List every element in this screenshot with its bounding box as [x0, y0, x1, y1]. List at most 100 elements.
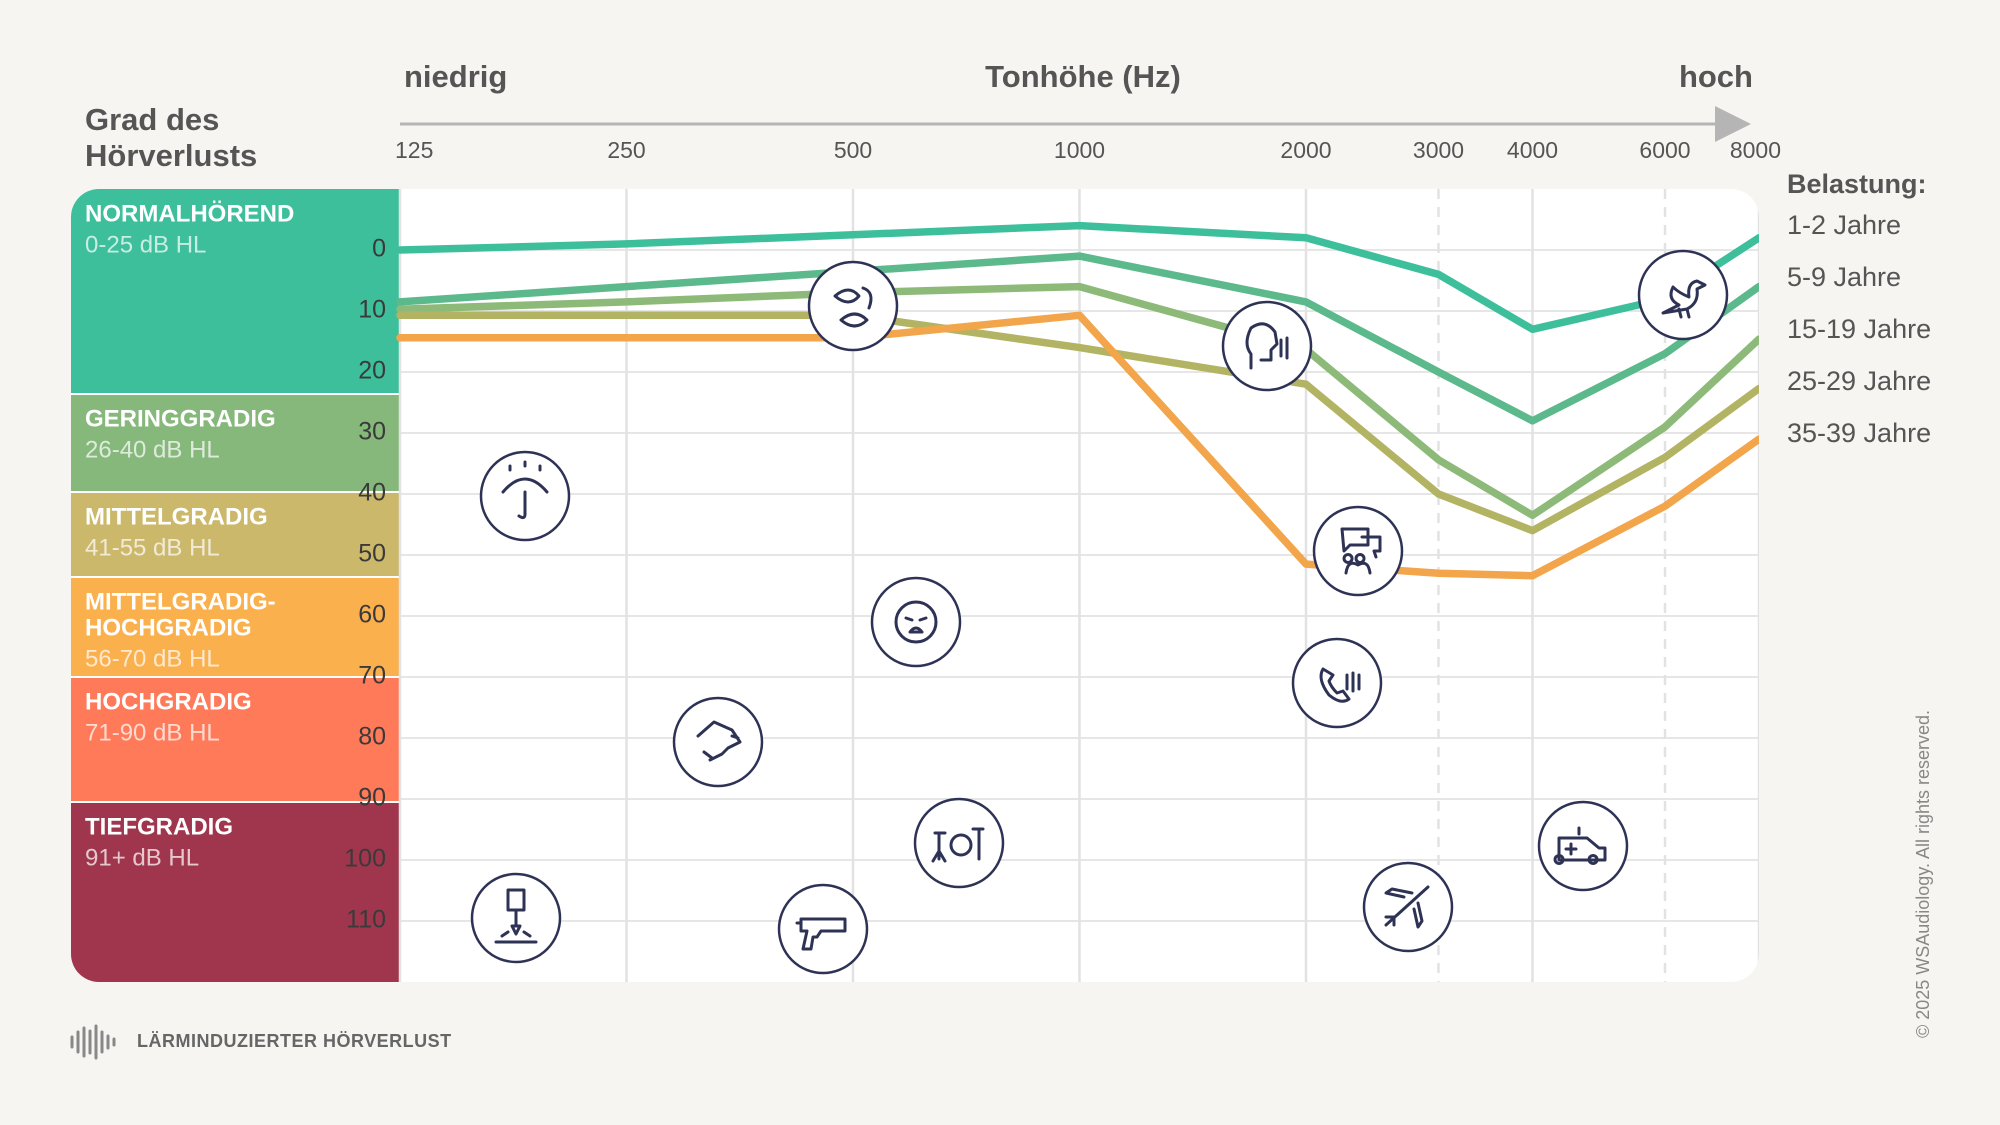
- icon-circle: [672, 696, 764, 788]
- band: [71, 189, 400, 394]
- icon: [913, 797, 1005, 889]
- icon-glyph: [1319, 667, 1361, 703]
- y-tick-label: 50: [358, 540, 386, 568]
- x-axis-title: Tonhöhe (Hz): [985, 59, 1181, 94]
- icon: [1312, 505, 1404, 597]
- y-tick-label: 20: [358, 357, 386, 385]
- band-title: GERINGGRADIG: [85, 405, 276, 432]
- x-tick-label: 8000: [1730, 137, 1781, 163]
- y-tick-label: 10: [358, 296, 386, 324]
- band-range: 56-70 dB HL: [85, 645, 220, 672]
- icon: [807, 260, 899, 352]
- icon-circle: [777, 883, 869, 975]
- series-line: [396, 311, 1759, 535]
- icon-glyph: [501, 460, 549, 520]
- footer-title: LÄRMINDUZIERTER HÖRVERLUST: [137, 1031, 452, 1051]
- band-range: 0-25 dB HL: [85, 231, 206, 258]
- band: [71, 577, 400, 677]
- icon-circle: [870, 576, 962, 668]
- icon-glyph: [795, 917, 847, 951]
- band-range: 91+ dB HL: [85, 844, 199, 871]
- icon: [870, 576, 962, 668]
- icon-glyph: [696, 720, 742, 762]
- x-tick-label: 4000: [1507, 137, 1558, 163]
- y-tick-label: 90: [358, 784, 386, 812]
- band-title: NORMALHÖREND: [85, 200, 294, 227]
- icon-glyph: [894, 600, 938, 644]
- series-line: [396, 221, 1759, 334]
- y-tick-label: 30: [358, 418, 386, 446]
- icon: [1637, 249, 1729, 341]
- band-title: HOCHGRADIG: [85, 614, 252, 641]
- icon-glyph: [1661, 279, 1707, 319]
- series-line: [396, 252, 1759, 425]
- icon: [672, 696, 764, 788]
- y-tick-label: 80: [358, 723, 386, 751]
- x-tick-label: 1000: [1054, 137, 1105, 163]
- legend-entry: 5-9 Jahre: [1787, 262, 1901, 292]
- legend-entry: 35-39 Jahre: [1787, 418, 1931, 448]
- band-range: 26-40 dB HL: [85, 436, 220, 463]
- band: [71, 802, 400, 982]
- band: [71, 394, 400, 492]
- y-tick-label: 110: [346, 906, 386, 934]
- icon: [1291, 637, 1383, 729]
- icon-glyph: [1384, 885, 1430, 929]
- x-label-low: niedrig: [404, 59, 507, 94]
- icon-circle: [1537, 800, 1629, 892]
- grid: [398, 189, 1759, 982]
- legend: Belastung: 1-2 Jahre 5-9 Jahre 15-19 Jahre 2…: [1787, 169, 1931, 448]
- ticks: 0 10 20 30 40 50 60 70 80 90 100 110 125 250 500 1000 20…: [344, 137, 1781, 934]
- icon-circle: [1221, 300, 1313, 392]
- icon: [1221, 300, 1313, 392]
- y-tick-label: 40: [358, 479, 386, 507]
- band-range: 41-55 dB HL: [85, 534, 220, 561]
- footer-logo: [70, 1024, 116, 1060]
- x-tick-label: 3000: [1413, 137, 1464, 163]
- icon-circle: [1291, 637, 1383, 729]
- y-tick-label: 100: [344, 845, 386, 873]
- y-axis-title: Grad des: [85, 102, 219, 137]
- series-line: [396, 311, 1759, 580]
- legend-entry: 25-29 Jahre: [1787, 366, 1931, 396]
- x-tick-label: 6000: [1639, 137, 1690, 163]
- lines: [396, 221, 1759, 580]
- icon-glyph: [833, 286, 873, 328]
- band-title: MITTELGRADIG: [85, 503, 268, 530]
- icon: [470, 872, 562, 964]
- band: [71, 492, 400, 577]
- legend-entry: 15-19 Jahre: [1787, 314, 1931, 344]
- copyright: © 2025 WSAudiology. All rights reserved.: [1913, 710, 1933, 1038]
- icon-glyph: [1553, 826, 1607, 865]
- icon-circle: [913, 797, 1005, 889]
- x-tick-label: 500: [834, 137, 872, 163]
- x-label-high: hoch: [1679, 59, 1753, 94]
- x-tick-label: 2000: [1280, 137, 1331, 163]
- band-range: 71-90 dB HL: [85, 719, 220, 746]
- icon: [1362, 861, 1454, 953]
- band-title: TIEFGRADIG: [85, 813, 233, 840]
- icons: [470, 249, 1729, 975]
- bands: NORMALHÖREND 0-25 dB HL GERINGGRADIG 26-40 …: [71, 189, 400, 982]
- icon: [479, 450, 571, 542]
- legend-entry: 1-2 Jahre: [1787, 210, 1901, 240]
- icon-glyph: [931, 827, 985, 863]
- icon: [1537, 800, 1629, 892]
- x-tick-label: 125: [395, 137, 433, 163]
- legend-title: Belastung:: [1787, 169, 1927, 199]
- band-title: HOCHGRADIG: [85, 688, 252, 715]
- band: [71, 677, 400, 802]
- icon-circle: [807, 260, 899, 352]
- icon-glyph: [494, 888, 538, 944]
- icon: [777, 883, 869, 975]
- y-tick-label: 0: [372, 235, 386, 263]
- icon-circle: [1312, 505, 1404, 597]
- y-axis-title: Hörverlusts: [85, 138, 257, 173]
- y-tick-label: 60: [358, 601, 386, 629]
- x-tick-label: 250: [607, 137, 645, 163]
- y-tick-label: 70: [358, 662, 386, 690]
- band-title: MITTELGRADIG-: [85, 588, 276, 615]
